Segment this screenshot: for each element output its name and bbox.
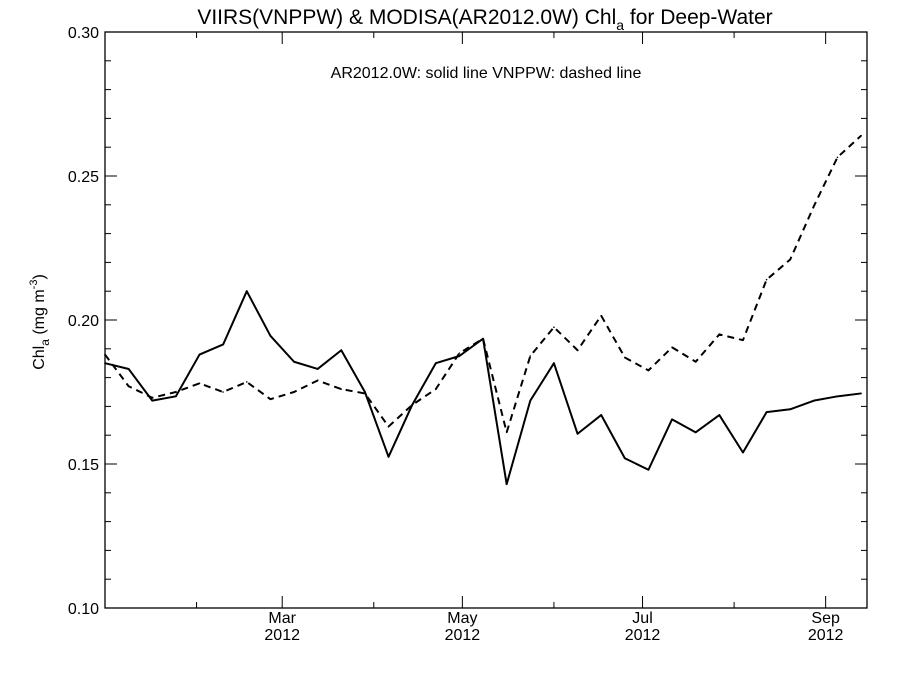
series-line-vnppw bbox=[104, 134, 862, 434]
data-point-ar2012-0w bbox=[458, 355, 461, 357]
data-point-vnppw bbox=[293, 391, 295, 393]
data-point-vnppw bbox=[647, 369, 650, 372]
data-point-vnppw bbox=[458, 352, 461, 354]
data-point-ar2012-0w bbox=[505, 483, 508, 485]
data-point-vnppw bbox=[600, 314, 602, 317]
data-point-ar2012-0w bbox=[340, 349, 343, 352]
x-tick-label-year: 2012 bbox=[625, 627, 661, 644]
legend-annotation: AR2012.0W: solid line VNPPW: dashed line bbox=[331, 65, 642, 82]
data-point-ar2012-0w bbox=[293, 360, 295, 363]
data-point-ar2012-0w bbox=[576, 432, 579, 435]
x-tick-label-month: Sep bbox=[811, 610, 840, 627]
series-line-ar2012-0w bbox=[104, 290, 862, 486]
data-point-ar2012-0w bbox=[813, 399, 815, 402]
data-point-vnppw bbox=[411, 404, 413, 406]
data-point-ar2012-0w bbox=[316, 368, 319, 370]
data-point-vnppw bbox=[576, 349, 579, 352]
data-point-ar2012-0w bbox=[718, 414, 721, 416]
data-point-vnppw bbox=[505, 431, 508, 434]
y-tick-label: 0.20 bbox=[68, 313, 99, 330]
data-point-vnppw bbox=[387, 425, 390, 428]
data-point-vnppw bbox=[245, 381, 248, 383]
data-point-ar2012-0w bbox=[765, 411, 768, 413]
data-point-vnppw bbox=[340, 388, 343, 390]
data-point-ar2012-0w bbox=[198, 353, 201, 356]
data-point-vnppw bbox=[198, 382, 201, 385]
y-axis: 0.10 0.15 0.20 0.25 0.30 bbox=[68, 25, 867, 618]
data-point-ar2012-0w bbox=[529, 399, 532, 402]
data-point-ar2012-0w bbox=[600, 414, 602, 416]
y-tick-label: 0.25 bbox=[68, 169, 99, 186]
data-point-vnppw bbox=[222, 391, 224, 393]
data-point-ar2012-0w bbox=[387, 456, 390, 458]
data-point-ar2012-0w bbox=[151, 399, 154, 402]
data-point-vnppw bbox=[529, 355, 532, 357]
x-tick-label-month: May bbox=[447, 610, 477, 627]
x-tick-label-year: 2012 bbox=[445, 627, 481, 644]
x-tick-label-year: 2012 bbox=[264, 627, 300, 644]
data-point-ar2012-0w bbox=[104, 362, 106, 365]
data-point-ar2012-0w bbox=[127, 368, 130, 370]
data-point-vnppw bbox=[127, 385, 130, 388]
data-point-ar2012-0w bbox=[742, 451, 744, 454]
data-point-ar2012-0w bbox=[175, 395, 177, 398]
plot-frame bbox=[104, 31, 868, 609]
x-tick-label-month: Jul bbox=[632, 610, 652, 627]
data-point-vnppw bbox=[694, 360, 697, 363]
data-point-ar2012-0w bbox=[671, 418, 673, 421]
data-point-ar2012-0w bbox=[789, 408, 792, 411]
x-tick-label-month: Mar bbox=[268, 610, 296, 627]
data-point-vnppw bbox=[718, 333, 721, 336]
data-point-ar2012-0w bbox=[269, 335, 272, 337]
data-point-ar2012-0w bbox=[553, 362, 555, 365]
data-point-vnppw bbox=[836, 156, 839, 159]
data-point-vnppw bbox=[269, 398, 272, 401]
data-point-ar2012-0w bbox=[647, 468, 650, 471]
data-point-ar2012-0w bbox=[694, 431, 697, 434]
data-point-vnppw bbox=[553, 326, 555, 329]
data-point-vnppw bbox=[175, 391, 177, 393]
y-axis-label: Chla (mg m-3) bbox=[28, 274, 52, 370]
data-point-vnppw bbox=[765, 278, 768, 281]
data-point-ar2012-0w bbox=[434, 362, 437, 365]
data-point-vnppw bbox=[316, 379, 319, 382]
data-point-vnppw bbox=[151, 396, 154, 399]
data-point-vnppw bbox=[364, 392, 366, 395]
data-point-vnppw bbox=[860, 134, 862, 137]
x-tick-label-year: 2012 bbox=[808, 627, 844, 644]
data-point-ar2012-0w bbox=[860, 392, 862, 395]
data-point-vnppw bbox=[624, 356, 626, 359]
data-point-ar2012-0w bbox=[624, 457, 626, 460]
data-point-vnppw bbox=[742, 339, 744, 341]
y-tick-label: 0.10 bbox=[68, 601, 99, 618]
y-tick-label: 0.30 bbox=[68, 25, 99, 42]
data-point-ar2012-0w bbox=[836, 395, 839, 398]
y-tick-label: 0.15 bbox=[68, 457, 99, 474]
data-point-vnppw bbox=[104, 353, 106, 356]
data-point-vnppw bbox=[482, 337, 484, 340]
data-point-ar2012-0w bbox=[245, 290, 248, 293]
data-point-ar2012-0w bbox=[222, 343, 224, 346]
data-point-vnppw bbox=[813, 205, 815, 208]
data-point-vnppw bbox=[789, 258, 792, 261]
series-layer bbox=[104, 134, 862, 486]
data-point-vnppw bbox=[434, 388, 437, 390]
chart-title: VIIRS(VNPPW) & MODISA(AR2012.0W) Chla fo… bbox=[197, 6, 772, 33]
data-point-vnppw bbox=[671, 346, 673, 349]
